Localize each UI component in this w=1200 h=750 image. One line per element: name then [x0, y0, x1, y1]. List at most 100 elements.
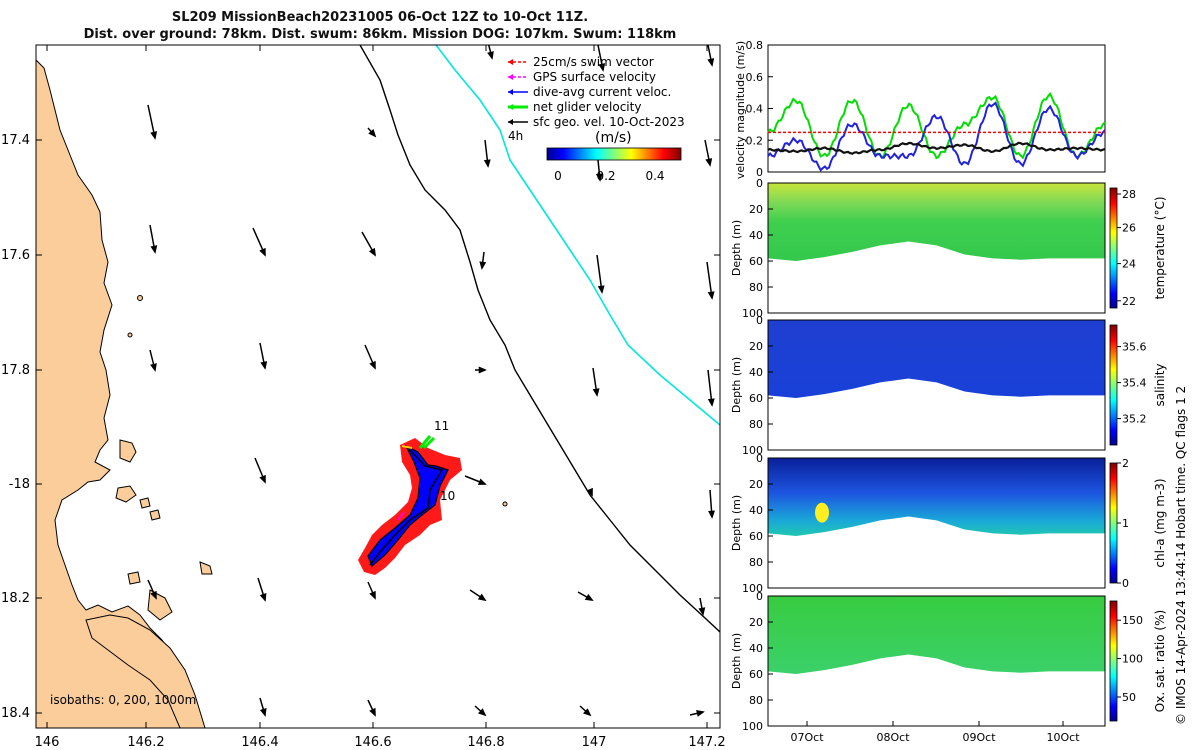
depth-tick: 100 [742, 444, 763, 457]
dive-avg-current-track [367, 444, 449, 567]
depth-tick: 0 [756, 177, 763, 190]
glider-track-line [369, 447, 444, 566]
depth-tick: 60 [749, 530, 763, 543]
island [115, 485, 137, 503]
velocity-ylabel: velocity magnitude (m/s) [734, 41, 747, 179]
profile-section [768, 458, 1105, 536]
island [199, 561, 213, 575]
velocity-y-tick: 0.2 [746, 134, 764, 147]
profile-colorbar [1109, 462, 1118, 584]
colorbar-tick: 1 [1122, 517, 1129, 530]
legend-item: net glider velocity [533, 100, 641, 114]
depth-tick: 20 [749, 340, 763, 353]
depth-tick: 100 [742, 307, 763, 320]
headland-patch [147, 589, 173, 621]
colorbar-tick: 150 [1122, 614, 1143, 627]
depth-tick: 0 [756, 314, 763, 327]
island [119, 439, 137, 463]
depth-tick: 80 [749, 694, 763, 707]
profile-section [768, 596, 1105, 674]
net-glider-velocity [418, 435, 436, 450]
depth-ylabel: Depth (m) [730, 495, 743, 551]
figure-title-line2: Dist. over ground: 78km. Dist. swum: 86k… [83, 27, 677, 42]
figure-title-line1: SL209 MissionBeach20231005 06-Oct 12Z to… [171, 10, 589, 25]
colorbar-tick: 24 [1122, 258, 1136, 271]
depth-tick: 80 [749, 281, 763, 294]
map-x-tick: 146.8 [467, 735, 504, 750]
colorbar-tick: 0 [1122, 577, 1129, 590]
colorbar-tick: 0.2 [596, 169, 615, 183]
island [127, 571, 141, 585]
legend-item: GPS surface velocity [533, 70, 656, 84]
geo-velocity-arrows [147, 45, 715, 717]
colorbar-tick: 100 [1122, 653, 1143, 666]
velocity-series [767, 91, 1106, 161]
map-x-tick: 146.4 [241, 735, 278, 750]
profile-section [768, 183, 1105, 261]
depth-tick: 100 [742, 582, 763, 595]
velocity-y-tick: 0.8 [746, 39, 764, 52]
velocity-y-tick: 0.6 [746, 71, 764, 84]
depth-tick: 40 [749, 642, 763, 655]
depth-tick: 100 [742, 720, 763, 733]
velocity-y-tick: 0.4 [746, 103, 764, 116]
depth-ylabel: Depth (m) [730, 220, 743, 276]
profile-section [768, 320, 1105, 398]
map-x-tick: 146 [35, 735, 60, 750]
island [139, 497, 151, 509]
depth-tick: 80 [749, 418, 763, 431]
profile-colorbar-label: Ox. sat. ratio (%) [1153, 610, 1167, 712]
map-y-tick: 17.6 [1, 248, 30, 263]
colorbar-tick: 26 [1122, 222, 1136, 235]
credit-text: © IMOS 14-Apr-2024 13:44:14 Hobart time.… [1174, 386, 1188, 725]
colorbar-tick: 35.4 [1122, 377, 1147, 390]
profile-colorbar [1109, 187, 1118, 309]
map-x-tick: 146.2 [127, 735, 164, 750]
time-tick: 07Oct [790, 731, 824, 744]
profile-panel: 0 20 40 60 80 100 Depth (m) 0 1 2 chl-a (mg m-3) [730, 452, 1167, 595]
profile-colorbar-label: salinity [1153, 363, 1167, 406]
map-y-tick: 18.4 [1, 706, 30, 721]
depth-tick: 20 [749, 478, 763, 491]
speed-colorbar: (m/s) 0 0.2 0.4 [546, 130, 682, 183]
time-tick: 09Oct [962, 731, 996, 744]
map-y-tick: -18 [9, 477, 30, 492]
depth-tick: 60 [749, 255, 763, 268]
colorbar-tick: 35.6 [1122, 341, 1147, 354]
depth-tick: 40 [749, 504, 763, 517]
velocity-y-tick: 0 [756, 166, 763, 179]
map-y-tick: 17.4 [1, 133, 30, 148]
velocity-panel: 0 0.2 0.4 0.6 0.8 velocity magnitude (m/s) [734, 39, 1106, 179]
legend-item: sfc geo. vel. 10-Oct-2023 [533, 115, 685, 129]
isobath-200m [359, 45, 720, 633]
colorbar-tick: 50 [1122, 691, 1136, 704]
colorbar-tick: 2 [1122, 457, 1129, 470]
profile-colorbar [1109, 600, 1118, 722]
profile-panel: 0 20 40 60 80 100 Depth (m) 50 100 150 Ox. sat. ra… [730, 590, 1167, 733]
gps-surface-velocity [397, 511, 405, 521]
depth-tick: 60 [749, 668, 763, 681]
day-label-11: 11 [434, 419, 449, 433]
depth-tick: 0 [756, 452, 763, 465]
depth-tick: 40 [749, 229, 763, 242]
depth-tick: 80 [749, 556, 763, 569]
map-panel: 146 146.2 146.4 146.6 146.8 147 147.2 17.4 17.6… [1, 44, 726, 750]
colorbar-label: (m/s) [595, 130, 632, 146]
map-x-tick: 147 [582, 735, 607, 750]
southern-peninsula [85, 614, 206, 728]
colorbar-tick: 28 [1122, 188, 1136, 201]
profile-panel: 0 20 40 60 80 100 Depth (m) 22 24 26 28 temperature… [730, 177, 1167, 320]
chl-max-patch [815, 502, 829, 523]
day-label-10: 10 [440, 489, 455, 503]
map-y-tick: 17.8 [1, 363, 30, 378]
time-tick: 10Oct [1046, 731, 1080, 744]
colorbar-tick: 0.4 [645, 169, 664, 183]
depth-tick: 20 [749, 203, 763, 216]
profile-colorbar [1109, 324, 1118, 446]
profile-colorbar-label: temperature (°C) [1153, 197, 1167, 300]
time-tick: 08Oct [876, 731, 910, 744]
colorbar-tick: 35.2 [1122, 413, 1147, 426]
map-x-tick: 147.2 [688, 735, 725, 750]
